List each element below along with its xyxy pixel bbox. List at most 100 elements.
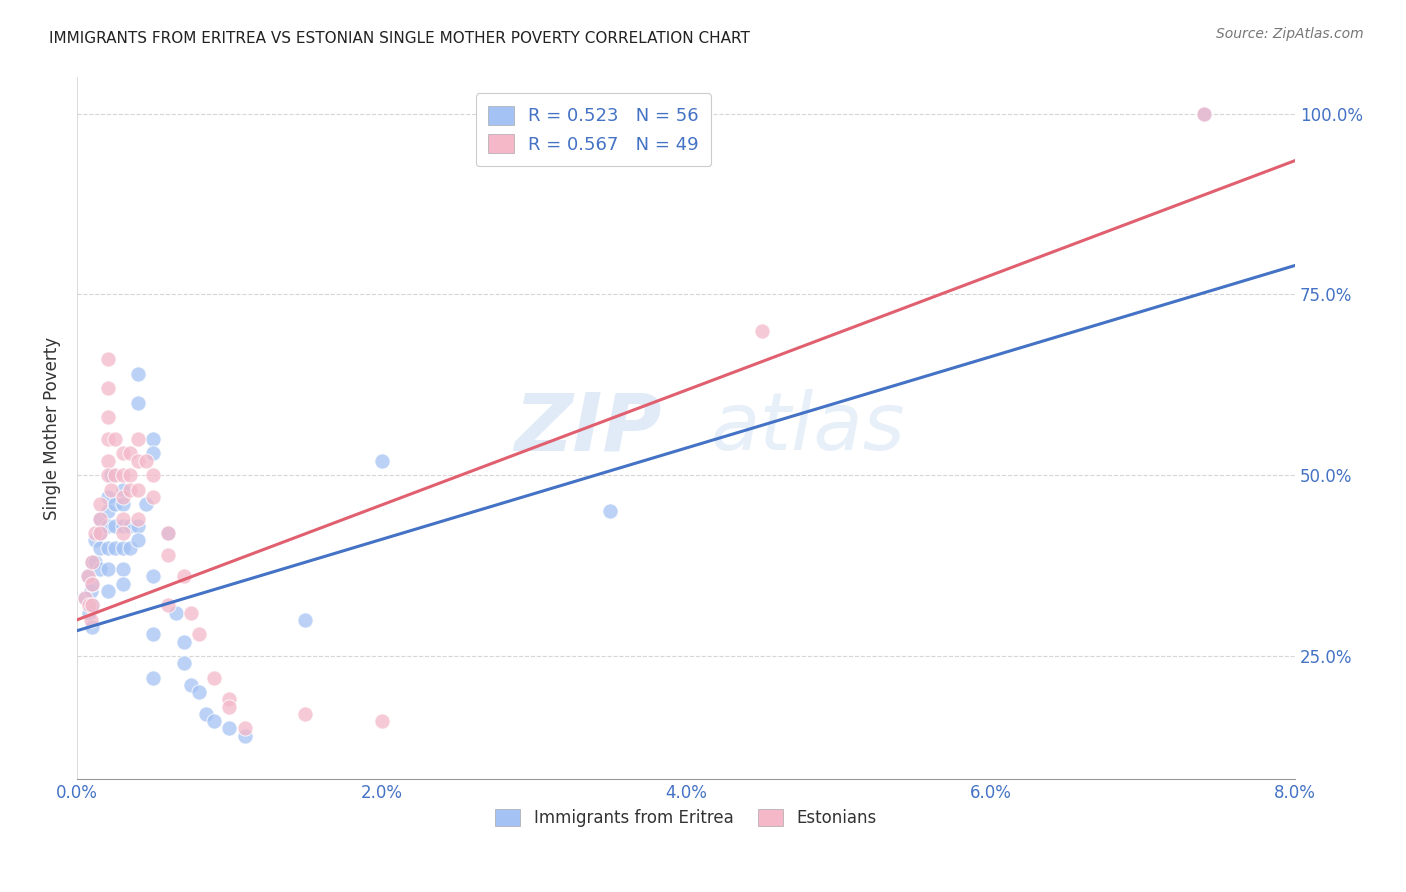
Point	[187, 685, 209, 699]
Point	[751, 324, 773, 338]
Point	[142, 446, 165, 460]
Point	[233, 729, 256, 743]
Point	[96, 562, 118, 576]
Point	[96, 352, 118, 367]
Point	[111, 562, 134, 576]
Point	[96, 504, 118, 518]
Point	[89, 511, 111, 525]
Point	[111, 518, 134, 533]
Point	[82, 555, 104, 569]
Point	[111, 490, 134, 504]
Point	[84, 533, 107, 548]
Point	[96, 583, 118, 598]
Point	[165, 606, 187, 620]
Point	[96, 432, 118, 446]
Point	[127, 367, 149, 381]
Point	[233, 721, 256, 735]
Text: Source: ZipAtlas.com: Source: ZipAtlas.com	[1216, 27, 1364, 41]
Point	[96, 541, 118, 555]
Point	[96, 454, 118, 468]
Point	[111, 541, 134, 555]
Point	[127, 432, 149, 446]
Point	[111, 576, 134, 591]
Point	[120, 468, 142, 483]
Point	[104, 432, 127, 446]
Point	[111, 511, 134, 525]
Point	[370, 454, 392, 468]
Point	[111, 483, 134, 497]
Point	[173, 634, 195, 648]
Point	[135, 497, 157, 511]
Point	[96, 381, 118, 395]
Point	[89, 526, 111, 541]
Point	[104, 468, 127, 483]
Point	[96, 518, 118, 533]
Point	[1192, 106, 1215, 120]
Text: ZIP: ZIP	[515, 389, 662, 467]
Point	[100, 468, 122, 483]
Point	[82, 576, 104, 591]
Point	[218, 699, 240, 714]
Point	[76, 569, 98, 583]
Point	[89, 562, 111, 576]
Point	[142, 627, 165, 641]
Point	[82, 555, 104, 569]
Point	[142, 569, 165, 583]
Point	[127, 454, 149, 468]
Point	[294, 613, 316, 627]
Point	[77, 599, 100, 613]
Point	[218, 721, 240, 735]
Point	[84, 526, 107, 541]
Point	[89, 526, 111, 541]
Point	[111, 468, 134, 483]
Point	[84, 555, 107, 569]
Point	[127, 511, 149, 525]
Point	[180, 606, 202, 620]
Point	[96, 490, 118, 504]
Point	[142, 490, 165, 504]
Point	[202, 671, 225, 685]
Point	[73, 591, 96, 606]
Point	[157, 526, 180, 541]
Text: IMMIGRANTS FROM ERITREA VS ESTONIAN SINGLE MOTHER POVERTY CORRELATION CHART: IMMIGRANTS FROM ERITREA VS ESTONIAN SING…	[49, 31, 749, 46]
Point	[120, 518, 142, 533]
Point	[187, 627, 209, 641]
Point	[157, 548, 180, 562]
Point	[89, 497, 111, 511]
Point	[202, 714, 225, 728]
Point	[127, 518, 149, 533]
Point	[111, 526, 134, 541]
Point	[89, 511, 111, 525]
Point	[195, 706, 218, 721]
Point	[120, 541, 142, 555]
Point	[127, 533, 149, 548]
Point	[142, 432, 165, 446]
Point	[96, 468, 118, 483]
Point	[120, 483, 142, 497]
Point	[82, 599, 104, 613]
Point	[89, 541, 111, 555]
Point	[370, 714, 392, 728]
Text: atlas: atlas	[710, 389, 905, 467]
Point	[127, 396, 149, 410]
Point	[104, 518, 127, 533]
Point	[96, 410, 118, 425]
Point	[104, 541, 127, 555]
Point	[82, 599, 104, 613]
Point	[599, 504, 621, 518]
Point	[111, 446, 134, 460]
Point	[77, 606, 100, 620]
Point	[80, 583, 103, 598]
Point	[142, 468, 165, 483]
Point	[80, 613, 103, 627]
Point	[157, 599, 180, 613]
Point	[157, 526, 180, 541]
Point	[82, 576, 104, 591]
Legend: Immigrants from Eritrea, Estonians: Immigrants from Eritrea, Estonians	[488, 802, 883, 834]
Point	[104, 497, 127, 511]
Point	[127, 483, 149, 497]
Point	[173, 657, 195, 671]
Point	[180, 678, 202, 692]
Point	[173, 569, 195, 583]
Point	[120, 446, 142, 460]
